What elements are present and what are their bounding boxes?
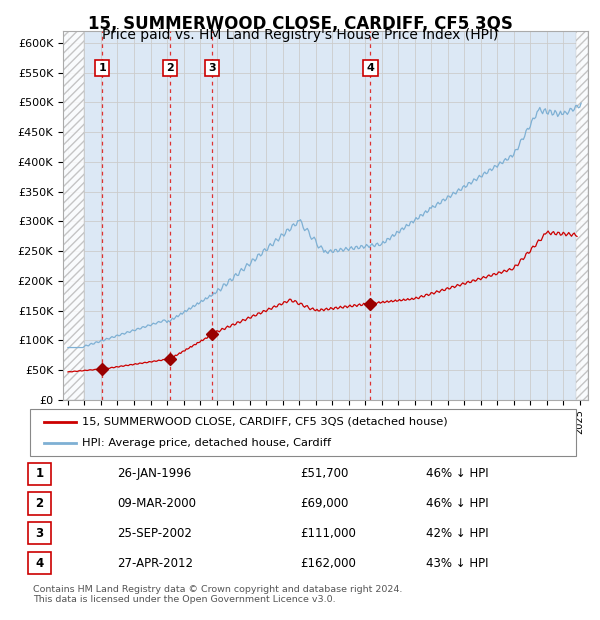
Text: Price paid vs. HM Land Registry's House Price Index (HPI): Price paid vs. HM Land Registry's House … xyxy=(102,28,498,42)
Text: £69,000: £69,000 xyxy=(300,497,349,510)
Text: 2: 2 xyxy=(35,497,44,510)
Text: 43% ↓ HPI: 43% ↓ HPI xyxy=(426,557,488,570)
Text: £162,000: £162,000 xyxy=(300,557,356,570)
Text: 3: 3 xyxy=(208,63,216,73)
FancyBboxPatch shape xyxy=(30,409,576,456)
Text: £51,700: £51,700 xyxy=(300,467,349,481)
Text: 15, SUMMERWOOD CLOSE, CARDIFF, CF5 3QS (detached house): 15, SUMMERWOOD CLOSE, CARDIFF, CF5 3QS (… xyxy=(82,417,448,427)
Text: Contains HM Land Registry data © Crown copyright and database right 2024.
This d: Contains HM Land Registry data © Crown c… xyxy=(33,585,403,604)
Text: HPI: Average price, detached house, Cardiff: HPI: Average price, detached house, Card… xyxy=(82,438,331,448)
Text: 1: 1 xyxy=(98,63,106,73)
Text: 46% ↓ HPI: 46% ↓ HPI xyxy=(426,467,488,481)
Text: 25-SEP-2002: 25-SEP-2002 xyxy=(117,527,192,540)
Text: 27-APR-2012: 27-APR-2012 xyxy=(117,557,193,570)
Text: 46% ↓ HPI: 46% ↓ HPI xyxy=(426,497,488,510)
Text: 4: 4 xyxy=(367,63,374,73)
Bar xyxy=(575,31,588,400)
Text: £111,000: £111,000 xyxy=(300,527,356,540)
Text: 09-MAR-2000: 09-MAR-2000 xyxy=(117,497,196,510)
Text: 2: 2 xyxy=(166,63,174,73)
Text: 15, SUMMERWOOD CLOSE, CARDIFF, CF5 3QS: 15, SUMMERWOOD CLOSE, CARDIFF, CF5 3QS xyxy=(88,16,512,33)
Bar xyxy=(63,31,85,400)
Text: 4: 4 xyxy=(35,557,44,570)
Text: 1: 1 xyxy=(35,467,44,481)
Text: 42% ↓ HPI: 42% ↓ HPI xyxy=(426,527,488,540)
Text: 26-JAN-1996: 26-JAN-1996 xyxy=(117,467,191,481)
Text: 3: 3 xyxy=(35,527,44,540)
